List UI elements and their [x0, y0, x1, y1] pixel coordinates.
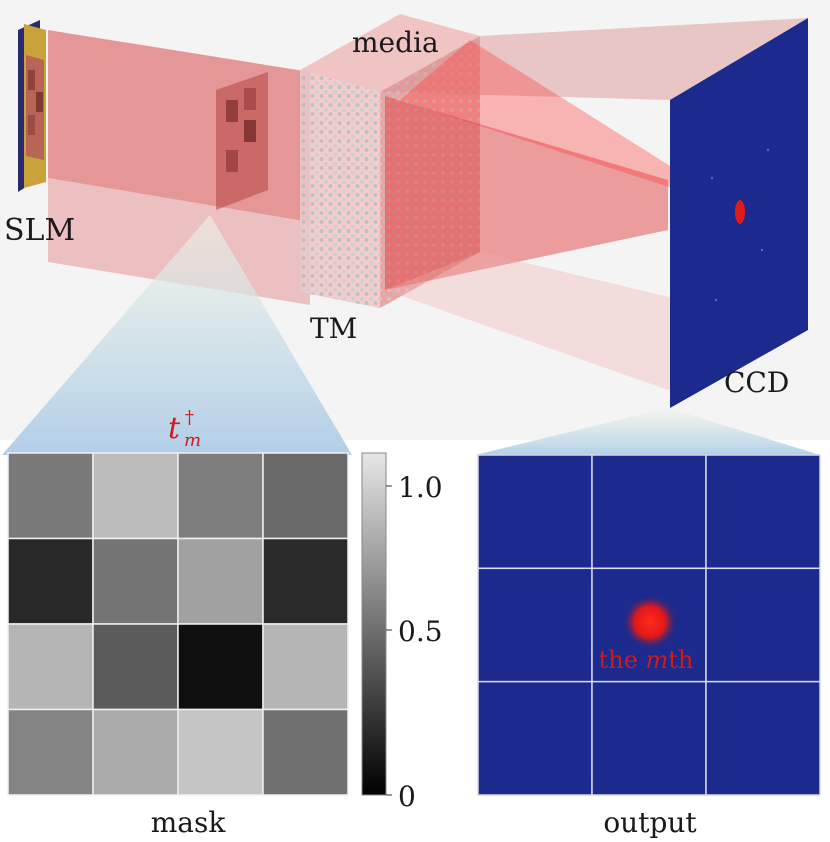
output-cell-r2-c0	[477, 680, 593, 796]
mask-cell-r1-c2	[177, 537, 264, 625]
ccd-focus-spot	[735, 200, 745, 224]
colorbar-gradient	[361, 452, 387, 796]
output-focus-spot	[622, 594, 678, 650]
colorbar-tick-bottom: 0	[398, 780, 416, 813]
mask-cell-r2-c0	[7, 623, 94, 711]
mask-cell-r3-c0	[7, 708, 94, 796]
mask-cell-r2-c1	[92, 623, 179, 711]
mask-cell-r1-c1	[92, 537, 179, 625]
colorbar: 1.0 0.5 0	[361, 452, 443, 813]
mask-projection-cone	[2, 215, 352, 455]
mask-cell-r3-c2	[177, 708, 264, 796]
slm-pixels	[28, 70, 43, 135]
mask-cell-r3-c1	[92, 708, 179, 796]
mask-cell-r0-c2	[177, 452, 264, 540]
output-cell-r0-c1	[591, 454, 707, 570]
mask-plane-in-beam	[216, 72, 268, 210]
output-caption: output	[603, 806, 697, 839]
tm-dagger-sub: m	[184, 430, 201, 451]
output-cell-r0-c0	[477, 454, 593, 570]
media-label: media	[352, 26, 439, 59]
output-cell-r2-c2	[705, 680, 821, 796]
mask-cell-r0-c3	[262, 452, 349, 540]
mask-grid	[7, 452, 349, 796]
colorbar-tick-top: 1.0	[398, 471, 443, 504]
mask-cell-r2-c3	[262, 623, 349, 711]
tm-label: TM	[310, 312, 357, 345]
ccd-label: CCD	[724, 366, 789, 399]
mask-cell-r1-c3	[262, 537, 349, 625]
output-cell-r2-c1	[591, 680, 707, 796]
colorbar-tick-mid: 0.5	[398, 615, 443, 648]
output-cell-r1-c0	[477, 567, 593, 683]
tm-dagger-label: t † m	[168, 407, 201, 451]
mask-cell-r1-c0	[7, 537, 94, 625]
slm-device	[18, 20, 46, 192]
the-mth-label: the mth	[599, 646, 694, 674]
mask-cell-r2-c2	[177, 623, 264, 711]
tm-dagger-base: t	[168, 411, 181, 446]
mask-cell-r3-c3	[262, 708, 349, 796]
output-cell-r0-c2	[705, 454, 821, 570]
output-projection-cone	[475, 408, 820, 455]
mask-cell-r0-c1	[92, 452, 179, 540]
output-grid	[477, 454, 821, 796]
ccd-panel	[670, 18, 808, 408]
mask-cell-r0-c0	[7, 452, 94, 540]
slm-label: SLM	[4, 213, 75, 248]
tm-dagger-sup: †	[185, 407, 194, 428]
mask-caption: mask	[151, 806, 227, 839]
output-cell-r1-c2	[705, 567, 821, 683]
scattering-medium	[300, 14, 480, 308]
